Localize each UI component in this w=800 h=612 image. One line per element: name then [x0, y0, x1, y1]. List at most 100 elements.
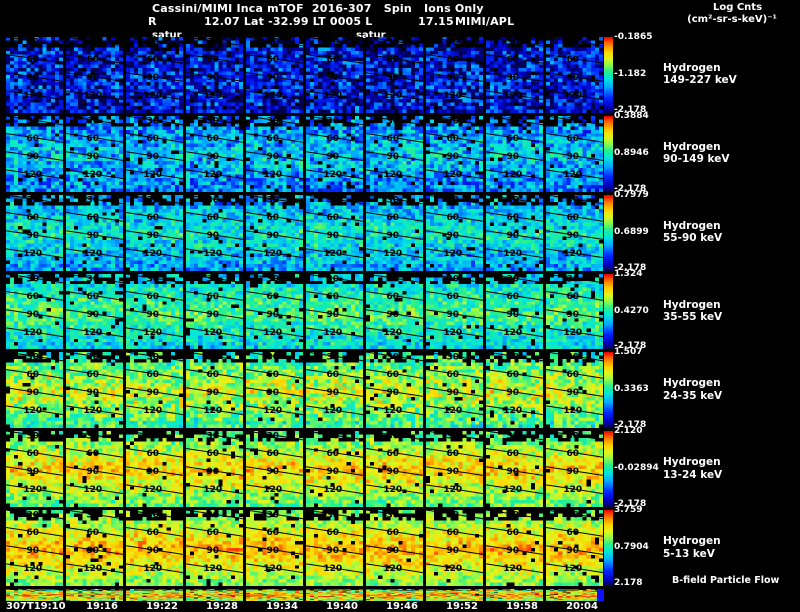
spin-sector-panel[interactable]: 30 60 90 120 [366, 510, 423, 586]
pitch-angle-contour [306, 37, 363, 47]
spin-sector-panel[interactable]: 30 60 90 120 [246, 115, 303, 192]
spin-sector-panel[interactable]: 30 60 90 120 [126, 510, 183, 586]
spin-sector-panel[interactable]: 30 60 90 120 [246, 352, 303, 429]
spin-sector-panel[interactable]: 30 60 90 120 [66, 352, 123, 429]
time-summary-strip[interactable] [306, 589, 363, 601]
contour-label: 120 [563, 407, 582, 417]
spin-sector-panel[interactable]: 30 60 90 120 [486, 115, 543, 192]
spin-sector-panel[interactable]: 30 60 90 120 [66, 37, 123, 113]
spin-sector-panel[interactable]: 30 60 90 120 [6, 510, 63, 586]
spin-sector-panel[interactable]: 30 60 90 120 [186, 194, 243, 271]
time-summary-strip[interactable] [66, 589, 123, 601]
spin-sector-panel[interactable]: 30 60 90 120 [306, 37, 363, 113]
time-summary-strip[interactable] [366, 589, 423, 601]
contour-label: 30 [147, 510, 160, 520]
spin-sector-panel[interactable]: 30 60 90 120 [306, 194, 363, 271]
contour-label: 60 [387, 449, 400, 459]
time-summary-strip[interactable] [6, 589, 63, 601]
spin-sector-panel[interactable]: 30 60 90 120 [126, 431, 183, 508]
spin-sector-panel[interactable]: 30 60 90 120 [246, 273, 303, 350]
spin-sector-panel[interactable]: 30 60 90 120 [6, 194, 63, 271]
spin-sector-panel[interactable]: 30 60 90 120 [546, 273, 603, 350]
spin-sector-panel[interactable]: 30 60 90 120 [366, 194, 423, 271]
pitch-angle-contour [66, 132, 123, 143]
spin-sector-panel[interactable]: 30 60 90 120 [66, 431, 123, 508]
spin-sector-panel[interactable]: 30 60 90 120 [486, 273, 543, 350]
contour-label: 30 [327, 195, 340, 205]
spin-sector-panel[interactable]: 30 60 90 120 [366, 431, 423, 508]
spin-sector-panel[interactable]: 30 60 90 120 [426, 115, 483, 192]
spin-sector-panel[interactable]: 30 60 90 120 [546, 37, 603, 113]
spin-sector-panel[interactable]: 30 60 90 120 [486, 194, 543, 271]
spin-sector-panel[interactable]: 30 60 90 120 [306, 115, 363, 192]
pitch-angle-contour [6, 448, 63, 458]
spin-sector-panel[interactable]: 30 60 90 120 [486, 510, 543, 586]
spin-sector-panel[interactable]: 30 60 90 120 [66, 510, 123, 586]
contour-label: 60 [567, 212, 580, 222]
contour-label: 120 [263, 485, 282, 495]
time-summary-strip[interactable] [186, 589, 243, 601]
spin-sector-panel[interactable]: 30 60 90 120 [546, 352, 603, 429]
spin-sector-panel[interactable]: 30 60 90 120 [306, 352, 363, 429]
contour-label: 30 [387, 274, 400, 284]
contour-label: 30 [267, 195, 280, 205]
spin-sector-panel[interactable]: 30 60 90 120 [546, 194, 603, 271]
spin-sector-panel[interactable]: 30 60 90 120 [126, 115, 183, 192]
spin-sector-panel[interactable]: 30 60 90 120 [546, 510, 603, 586]
spin-sector-panel[interactable]: 30 60 90 120 [306, 273, 363, 350]
spin-sector-panel[interactable]: 30 60 90 120 [186, 431, 243, 508]
spin-sector-panel[interactable]: 30 60 90 120 [546, 431, 603, 508]
spin-sector-panel[interactable]: 30 60 90 120 [486, 431, 543, 508]
contour-label: 60 [27, 370, 40, 380]
time-summary-strip[interactable] [486, 589, 543, 601]
contour-label: 120 [83, 485, 102, 495]
spin-sector-panel[interactable]: 30 60 90 120 [306, 431, 363, 508]
spin-sector-panel[interactable]: 30 60 90 120 [426, 273, 483, 350]
spin-sector-panel[interactable]: 30 60 90 120 [366, 273, 423, 350]
spin-sector-panel[interactable]: 30 60 90 120 [186, 273, 243, 350]
spin-sector-panel[interactable]: 30 60 90 120 [126, 194, 183, 271]
contour-label: 120 [143, 328, 162, 338]
spin-sector-panel[interactable]: 30 60 90 120 [306, 510, 363, 586]
contour-label: 60 [27, 134, 40, 144]
spin-sector-panel[interactable]: 30 60 90 120 [66, 115, 123, 192]
time-summary-strip[interactable] [246, 589, 303, 601]
spin-sector-panel[interactable]: 30 60 90 120 [426, 194, 483, 271]
spin-sector-panel[interactable]: 30 60 90 120 [426, 352, 483, 429]
pitch-angle-contour [246, 466, 303, 477]
spin-sector-panel[interactable]: 30 60 90 120 [426, 37, 483, 113]
spin-sector-panel[interactable]: 30 60 90 120 [6, 273, 63, 350]
spin-sector-panel[interactable]: 30 60 90 120 [246, 194, 303, 271]
spin-sector-panel[interactable]: 30 60 90 120 [426, 510, 483, 586]
time-axis-label: 19:52 [446, 601, 478, 612]
spin-sector-panel[interactable]: 30 60 90 120 [6, 431, 63, 508]
spin-sector-panel[interactable]: 30 60 90 120 [366, 37, 423, 113]
spin-sector-panel[interactable]: 30 60 90 120 [186, 115, 243, 192]
spin-sector-panel[interactable]: 30 60 90 120 [6, 37, 63, 113]
spin-sector-panel[interactable]: 30 60 90 120 [186, 510, 243, 586]
time-summary-strip[interactable] [426, 589, 483, 601]
time-summary-strip[interactable] [126, 589, 183, 601]
spin-sector-panel[interactable]: 30 60 90 120 [126, 352, 183, 429]
spin-sector-panel[interactable]: 30 60 90 120 [426, 431, 483, 508]
spin-sector-panel[interactable]: 30 60 90 120 [66, 194, 123, 271]
spin-sector-panel[interactable]: 30 60 90 120 [6, 352, 63, 429]
spin-sector-panel[interactable]: 30 60 90 120 [366, 115, 423, 192]
spin-sector-panel[interactable]: 30 60 90 120 [246, 431, 303, 508]
spin-sector-panel[interactable]: 30 60 90 120 [6, 115, 63, 192]
spin-sector-panel[interactable]: 30 60 90 120 [366, 352, 423, 429]
spin-sector-panel[interactable]: 30 60 90 120 [186, 37, 243, 113]
time-summary-strip[interactable] [546, 589, 603, 601]
spin-sector-panel[interactable]: 30 60 90 120 [486, 37, 543, 113]
spin-sector-panel[interactable]: 30 60 90 120 [66, 273, 123, 350]
spin-sector-panel[interactable]: 30 60 90 120 [486, 352, 543, 429]
spin-sector-panel[interactable]: 30 60 90 120 [246, 510, 303, 586]
pitch-angle-contour [186, 431, 243, 441]
pitch-angle-contour [186, 326, 243, 337]
spin-sector-panel[interactable]: 30 60 90 120 [126, 37, 183, 113]
spin-sector-panel[interactable]: 30 60 90 120 [246, 37, 303, 113]
spin-sector-panel[interactable]: 30 60 90 120 [186, 352, 243, 429]
spin-sector-panel[interactable]: 30 60 90 120 [126, 273, 183, 350]
spin-sector-panel[interactable]: 30 60 90 120 [546, 115, 603, 192]
contour-label: 90 [387, 388, 400, 398]
